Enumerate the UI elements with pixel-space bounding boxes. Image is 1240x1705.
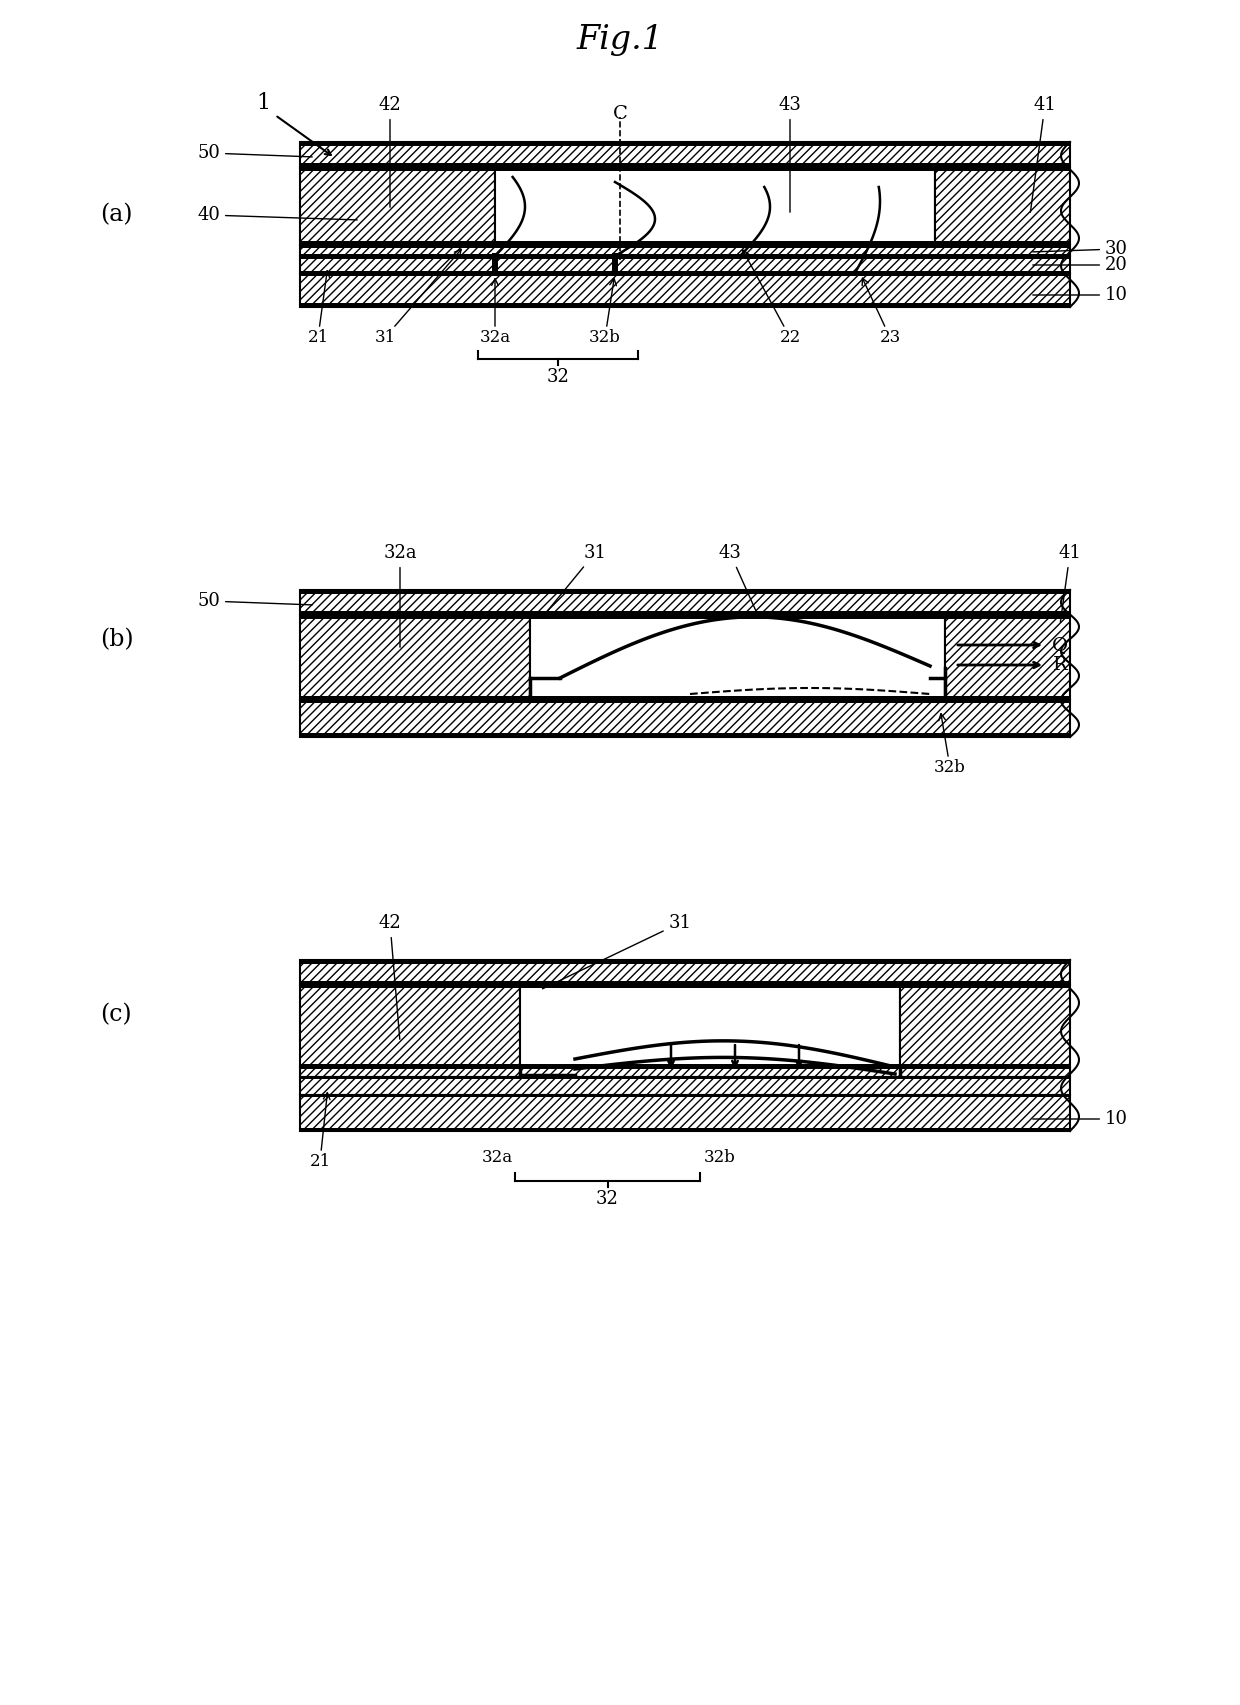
Text: 21: 21	[308, 271, 330, 346]
Bar	[300, 733, 1070, 737]
Bar	[300, 1095, 1070, 1130]
Bar	[935, 167, 1070, 246]
Text: 20: 20	[1033, 256, 1128, 275]
Bar	[300, 165, 1070, 170]
Bar	[495, 167, 935, 246]
Bar	[300, 164, 1070, 167]
Bar	[300, 1078, 1070, 1095]
Text: 40: 40	[197, 206, 357, 223]
Bar	[300, 256, 1070, 259]
Bar	[300, 244, 1070, 247]
Bar	[613, 252, 618, 276]
Bar	[300, 240, 1070, 246]
Text: 31: 31	[543, 914, 692, 989]
Text: 22: 22	[743, 251, 801, 346]
Bar	[300, 273, 1070, 307]
Text: C: C	[613, 106, 627, 123]
Text: 43: 43	[779, 95, 801, 211]
Bar	[300, 254, 1070, 257]
Bar	[300, 1076, 1070, 1079]
Bar	[300, 960, 1070, 985]
Text: 41: 41	[1030, 95, 1056, 211]
Bar	[300, 980, 1070, 985]
Text: 10: 10	[1033, 286, 1128, 303]
Text: 43: 43	[718, 544, 759, 617]
Text: 32a: 32a	[383, 544, 417, 648]
Bar	[300, 610, 1070, 616]
Bar	[300, 256, 1070, 273]
Bar	[300, 142, 1070, 167]
Text: 31: 31	[374, 249, 461, 346]
Bar	[300, 303, 1070, 307]
Text: (a): (a)	[100, 203, 133, 227]
Text: 32a: 32a	[480, 278, 511, 346]
Bar	[300, 614, 1070, 619]
Bar	[300, 1095, 1070, 1096]
Bar	[300, 590, 1070, 616]
Bar	[492, 252, 498, 276]
Bar	[300, 985, 520, 1067]
Text: 32: 32	[596, 1190, 619, 1209]
Bar	[300, 167, 495, 246]
Text: 32b: 32b	[704, 1149, 735, 1166]
Bar	[300, 1095, 1070, 1096]
Bar	[300, 273, 1070, 276]
Text: 10: 10	[1033, 1110, 1128, 1129]
Bar	[300, 588, 1070, 593]
Text: 32: 32	[547, 368, 569, 385]
Bar	[300, 1076, 1070, 1079]
Text: 32b: 32b	[589, 278, 621, 346]
Text: 23: 23	[862, 278, 900, 346]
Text: Q: Q	[1052, 636, 1068, 655]
Bar	[300, 142, 1070, 147]
Text: 21: 21	[309, 1093, 331, 1170]
Bar	[300, 701, 1070, 737]
Text: 32b: 32b	[934, 714, 966, 776]
Bar	[529, 616, 945, 701]
Bar	[945, 616, 1070, 701]
Text: 32a: 32a	[481, 1149, 512, 1166]
Bar	[300, 271, 1070, 275]
Text: 1: 1	[255, 92, 270, 114]
Bar	[300, 1066, 1070, 1069]
Text: 42: 42	[378, 914, 402, 1040]
Bar	[300, 699, 1070, 702]
Bar	[300, 1064, 1070, 1067]
Bar	[300, 1129, 1070, 1130]
Text: (b): (b)	[100, 629, 134, 651]
Text: (c): (c)	[100, 1004, 131, 1026]
Bar	[900, 985, 1070, 1067]
Bar	[300, 1067, 1070, 1078]
Bar	[300, 984, 1070, 987]
Text: 50: 50	[197, 143, 312, 162]
Text: 42: 42	[378, 95, 402, 208]
Text: R: R	[1053, 656, 1068, 673]
Text: 50: 50	[197, 592, 312, 610]
Bar	[300, 958, 1070, 963]
Text: 31: 31	[542, 544, 606, 617]
Bar	[300, 616, 529, 701]
Bar	[300, 246, 1070, 256]
Text: 30: 30	[1033, 240, 1128, 257]
Bar	[300, 696, 1070, 701]
Text: 41: 41	[1059, 544, 1081, 622]
Text: Fig.1: Fig.1	[577, 24, 663, 56]
Bar	[520, 985, 900, 1067]
